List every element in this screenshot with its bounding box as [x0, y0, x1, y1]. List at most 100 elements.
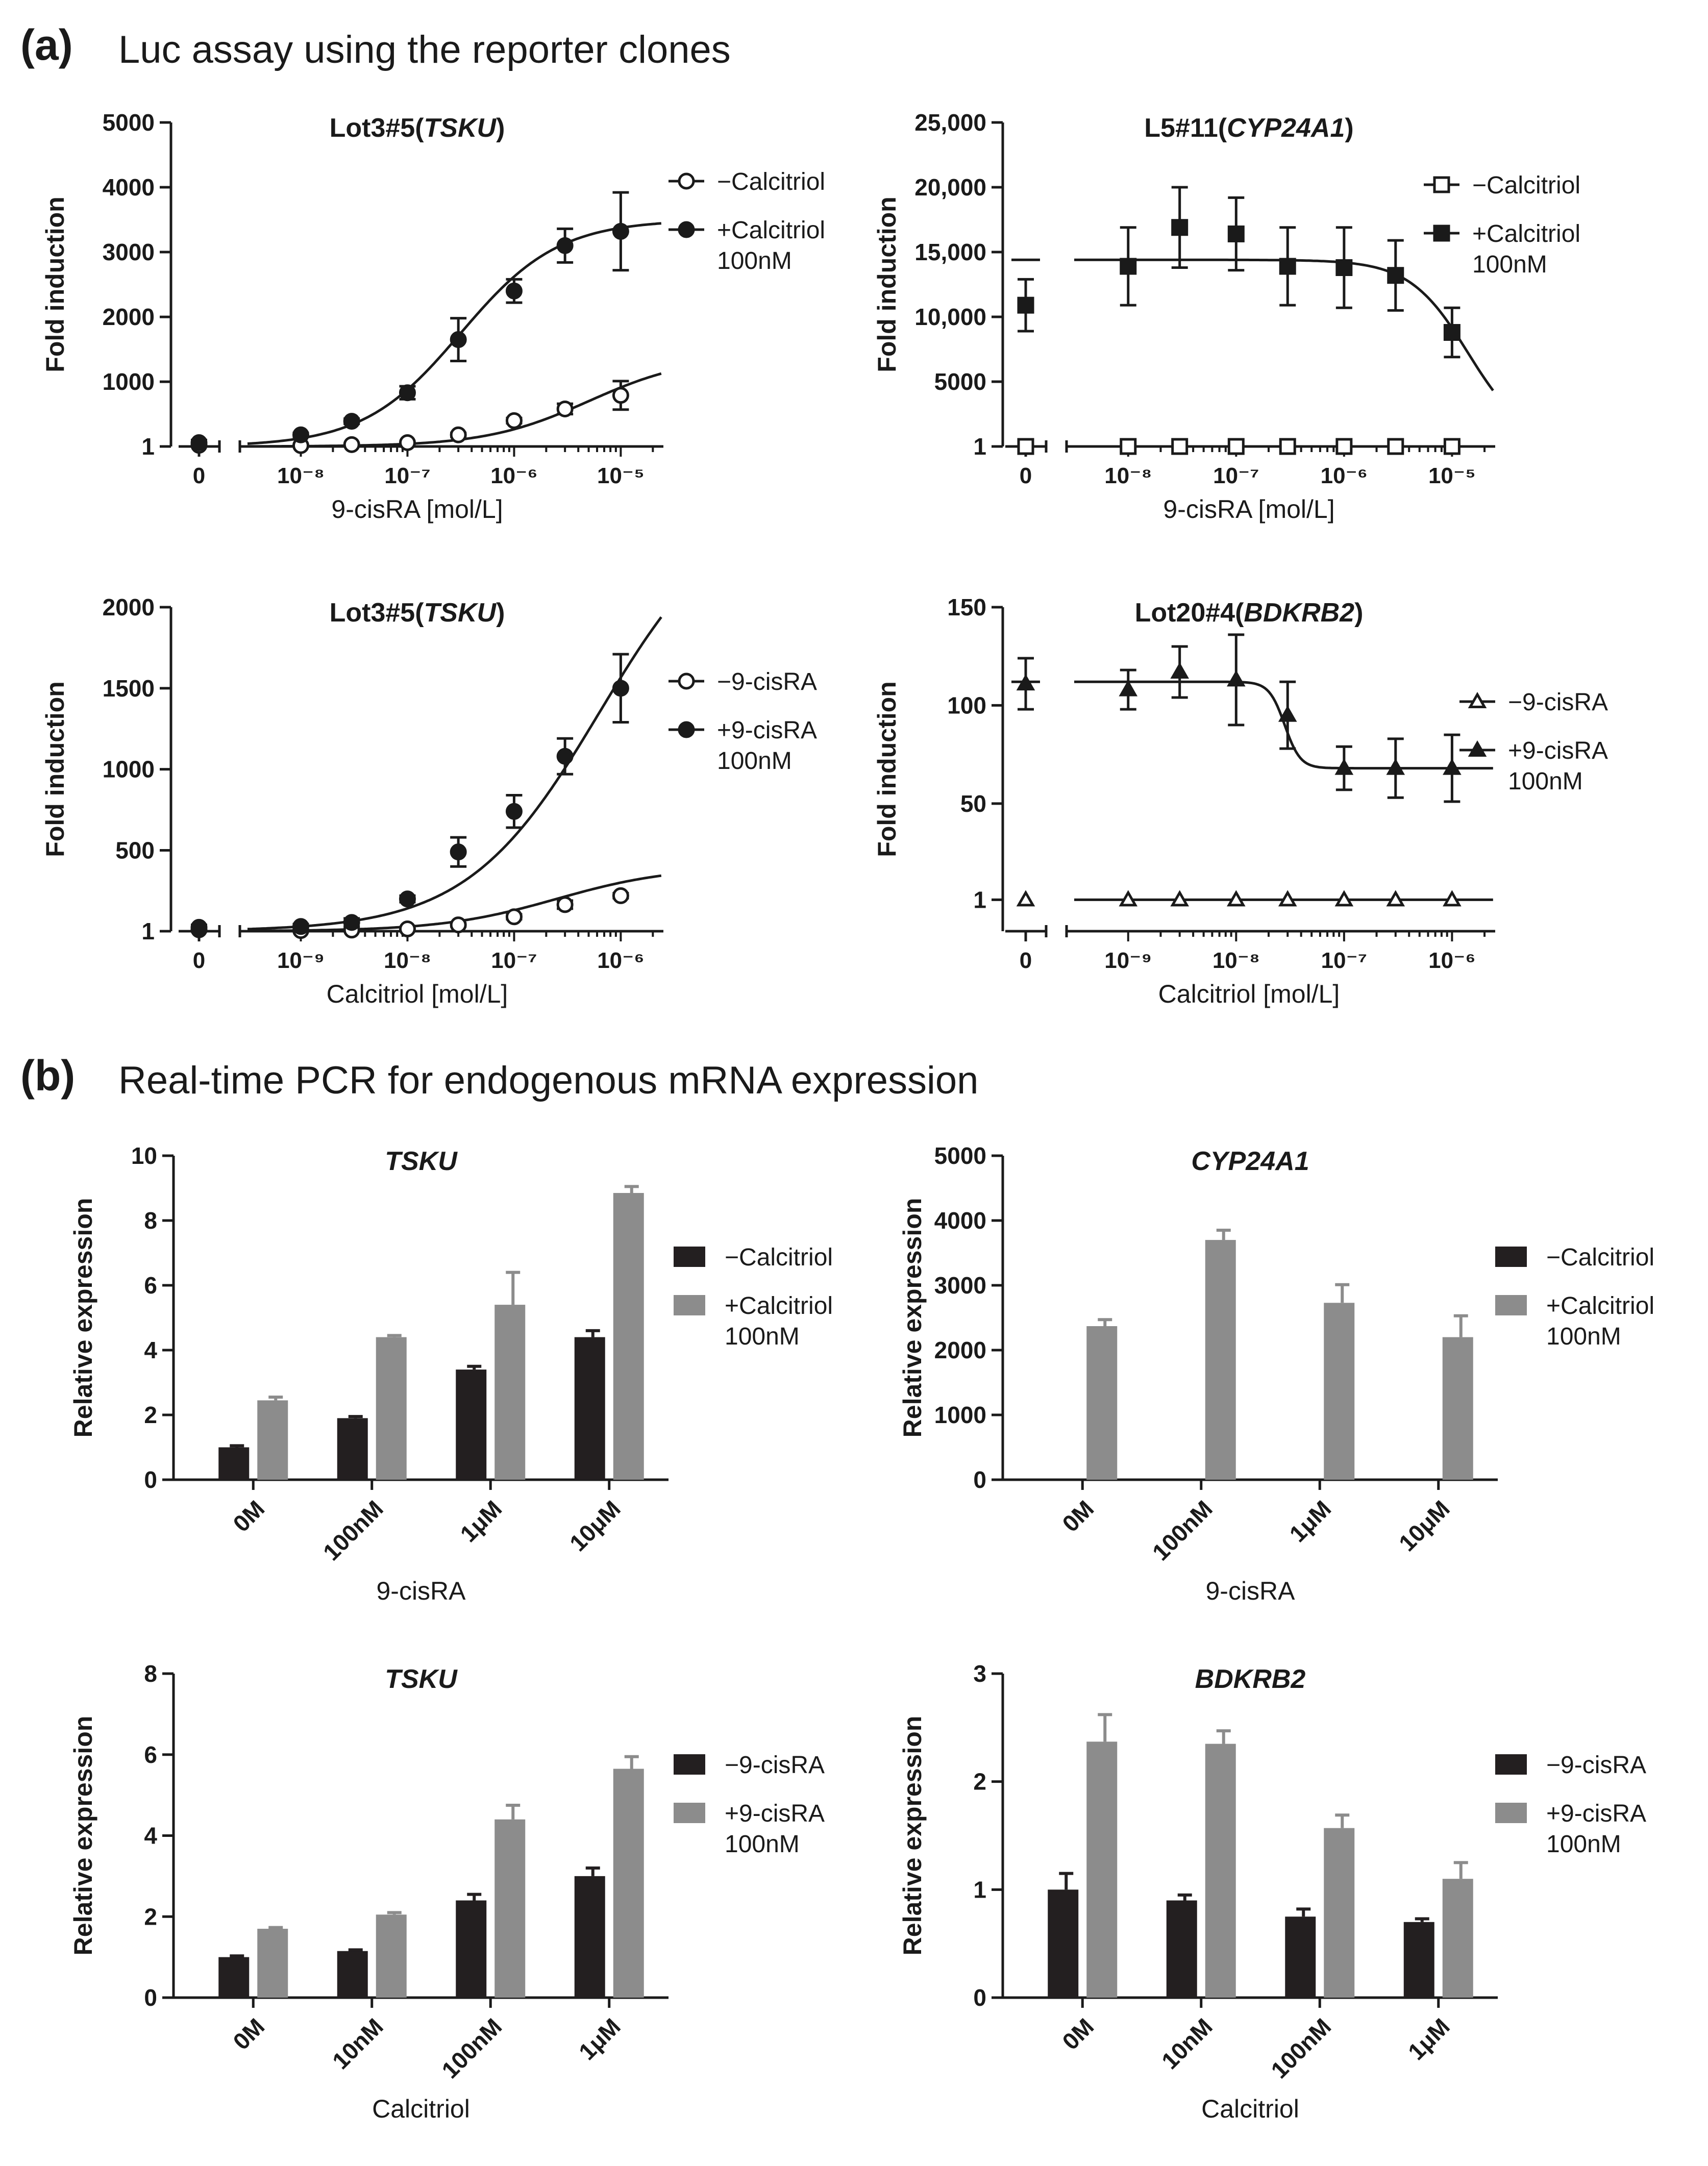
- data-point: [450, 426, 467, 443]
- data-point: [1017, 296, 1034, 314]
- y-tick-label: 6: [144, 1272, 157, 1299]
- y-tick-label: 3: [973, 1660, 986, 1687]
- data-point: [1017, 438, 1034, 455]
- panel-a-title: Luc assay using the reporter clones: [118, 28, 731, 71]
- data-point: [1016, 674, 1035, 691]
- x-tick-label: 10μM: [1394, 1495, 1455, 1556]
- data-point: [450, 916, 467, 934]
- legend-label: +9-cisRA: [717, 717, 817, 744]
- legend-label: +9-cisRA: [1508, 737, 1608, 764]
- data-point: [1335, 438, 1353, 455]
- legend-label: −9-cisRA: [1508, 689, 1608, 716]
- chart-title-part: ): [496, 598, 505, 628]
- y-tick-label: 4000: [103, 174, 155, 201]
- chart-b4: 0 1 2 3 BDKRB2 Relative expression Calcitriol 0…: [898, 1660, 1646, 2123]
- y-tick-label: 2: [144, 1903, 157, 1930]
- bar: [1324, 1828, 1355, 1998]
- fit-curve: [1074, 258, 1494, 391]
- legend-label: 100nM: [717, 748, 792, 775]
- legend-label: −9-cisRA: [725, 1752, 825, 1779]
- bar: [257, 1929, 288, 1998]
- bar: [1324, 1303, 1355, 1480]
- legend-swatch: [1495, 1754, 1527, 1775]
- y-tick-label: 0: [973, 1984, 986, 2011]
- legend-label: +Calcitriol: [1546, 1292, 1654, 1319]
- y-axis-label: Relative expression: [898, 1198, 927, 1438]
- bar: [1442, 1337, 1473, 1480]
- data-point: [343, 413, 360, 430]
- panel-b-label: (b): [20, 1052, 76, 1100]
- y-tick-label: 1: [141, 433, 155, 460]
- x-tick-label: 0: [1020, 463, 1032, 488]
- data-point: [1387, 438, 1404, 455]
- y-tick-label: 1000: [103, 756, 155, 783]
- legend-swatch: [674, 1754, 705, 1775]
- y-tick-label: 4: [144, 1337, 157, 1363]
- chart-title-part: Lot3#5(: [330, 598, 425, 628]
- data-point: [505, 908, 523, 926]
- x-tick-label: 0M: [1057, 1495, 1099, 1537]
- x-axis-label: 9-cisRA: [376, 1577, 466, 1605]
- fit-curve: [247, 616, 662, 931]
- data-point: [678, 221, 695, 238]
- data-point: [612, 680, 629, 697]
- data-point: [556, 896, 574, 913]
- y-tick-label: 4: [144, 1823, 157, 1849]
- legend-label: +9-cisRA: [725, 1800, 825, 1827]
- legend-swatch: [674, 1803, 705, 1823]
- legend-label: −Calcitriol: [1472, 172, 1580, 199]
- legend-label: 100nM: [717, 247, 792, 275]
- series-1: +Calcitriol 100nM: [1011, 186, 1580, 391]
- chart-b2: 0 1000 2000 3000 4000 5000 CYP24A1 Relative exp…: [898, 1142, 1654, 1605]
- legend-label: 100nM: [725, 1831, 800, 1858]
- y-tick-label: 1: [973, 886, 986, 913]
- x-axis-label: 9-cisRA [mol/L]: [1163, 495, 1334, 524]
- y-tick-label: 4000: [934, 1207, 986, 1234]
- bar: [218, 1447, 250, 1480]
- x-tick-label: 1μM: [574, 2013, 626, 2065]
- y-tick-label: 2: [144, 1402, 157, 1428]
- x-tick-label: 10⁻⁸: [1104, 463, 1152, 488]
- data-point: [612, 887, 629, 904]
- x-tick-label: 1μM: [1284, 1495, 1336, 1547]
- legend-label: 100nM: [725, 1323, 800, 1350]
- chart-title: TSKU: [385, 1147, 458, 1176]
- legend-label: +Calcitriol: [717, 217, 825, 244]
- legend-swatch: [674, 1295, 705, 1315]
- data-point: [1171, 219, 1189, 236]
- chart-title-part: Lot3#5(: [330, 113, 425, 143]
- x-axis-label: Calcitriol [mol/L]: [1158, 980, 1340, 1008]
- y-axis-label: Relative expression: [898, 1716, 927, 1956]
- data-point: [1227, 438, 1245, 455]
- chart-title-part: ): [496, 113, 505, 143]
- chart-title-gene: TSKU: [424, 113, 497, 143]
- data-point: [1119, 890, 1138, 907]
- chart-a1: 1 1000 2000 3000 4000 5000 0 10⁻⁸ 10⁻⁷ 10⁻⁶ 10⁻⁵ Lo…: [41, 109, 825, 524]
- data-point: [1278, 705, 1297, 722]
- x-tick-label: 100nM: [1266, 2013, 1336, 2083]
- y-axis-label: Relative expression: [69, 1716, 97, 1956]
- data-point: [505, 282, 523, 300]
- data-point: [1335, 259, 1353, 276]
- y-tick-label: 3000: [103, 239, 155, 265]
- chart-b1: 0 2 4 6 8 10 TSKU Relative expression 9-cisRA 0M 1…: [69, 1142, 833, 1605]
- data-point: [1120, 438, 1137, 455]
- y-tick-label: 10,000: [914, 304, 986, 330]
- data-point: [505, 803, 523, 820]
- bar: [376, 1337, 407, 1480]
- x-tick-label: 100nM: [318, 1495, 388, 1565]
- x-tick-label: 10⁻⁷: [1213, 463, 1259, 488]
- data-point: [1334, 890, 1354, 907]
- chart-title: Lot3#5(TSKU): [330, 113, 505, 143]
- chart-title: CYP24A1: [1191, 1147, 1309, 1176]
- chart-title: Lot3#5(TSKU): [330, 598, 505, 628]
- y-tick-label: 25,000: [914, 109, 986, 136]
- x-tick-label: 0M: [228, 2013, 269, 2055]
- data-point: [1468, 691, 1487, 708]
- legend-swatch: [1495, 1803, 1527, 1823]
- y-tick-label: 1500: [103, 675, 155, 702]
- x-tick-label: 0: [193, 948, 205, 973]
- legend-label: −Calcitriol: [1546, 1244, 1654, 1271]
